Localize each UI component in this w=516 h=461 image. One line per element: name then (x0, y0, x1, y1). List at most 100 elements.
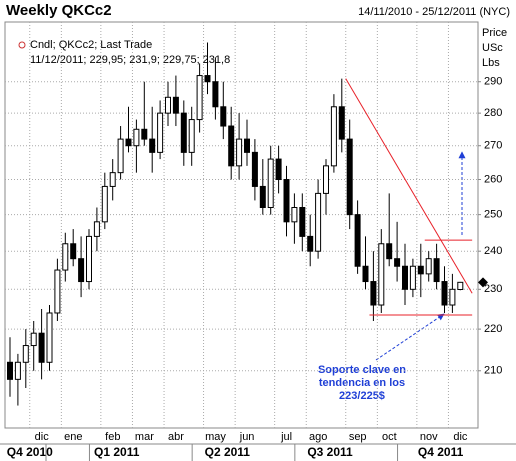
legend-line: Cndl; QKCc2; Last Trade (30, 39, 152, 51)
y-tick-label: 290 (484, 76, 502, 88)
x-tick-label: jul (280, 431, 292, 443)
x-tick-label: feb (105, 431, 120, 443)
candle-body (354, 214, 361, 267)
candle-body (22, 345, 29, 363)
trend-line (345, 78, 473, 294)
candle-body (275, 158, 282, 181)
y-tick-label: 240 (484, 245, 502, 257)
x-tick-label: abr (168, 431, 184, 443)
candle-body (141, 128, 148, 140)
x-tick-label: ago (309, 431, 327, 443)
candle-body (165, 96, 171, 114)
y-axis-label: Lbs (482, 57, 500, 69)
candle-body (180, 112, 187, 153)
candle-body (291, 207, 298, 223)
candle-body (62, 243, 69, 271)
candle-body (172, 96, 179, 114)
candle-body (109, 172, 116, 187)
legend-line: 11/12/2011; 229,95; 231,9; 229,75; 231,8 (30, 54, 230, 66)
candle-body (315, 192, 322, 252)
x-tick-label: sep (349, 431, 367, 443)
y-tick-label: 250 (484, 209, 502, 221)
candle-body (220, 106, 227, 127)
plot-frame (4, 21, 479, 429)
last-price-marker (478, 277, 488, 288)
candle-body (307, 235, 314, 252)
candle-body (196, 75, 203, 121)
candle-body (370, 281, 377, 306)
legend-icon (18, 41, 26, 49)
candle-body (78, 258, 85, 283)
x-tick-label: oct (382, 431, 397, 443)
quarter-label: Q4 2010 (7, 445, 53, 459)
x-tick-label: may (205, 431, 226, 443)
candle-body (283, 179, 290, 223)
candle-body (362, 265, 369, 283)
y-tick-label: 220 (484, 323, 502, 335)
candle-body (425, 258, 432, 275)
candle-body (330, 106, 337, 167)
candle-body (402, 265, 408, 290)
candle-body (30, 332, 37, 347)
quarter-label: Q1 2011 (94, 445, 140, 459)
date-range: 14/11/2010 - 25/12/2011 (NYC) (358, 6, 510, 18)
candle-body (212, 81, 219, 108)
x-tick-label: dic (35, 431, 50, 443)
candle-body (236, 138, 243, 167)
arrow (375, 313, 445, 361)
candle-body (133, 128, 140, 147)
candle-body (457, 281, 464, 291)
candle-body (101, 185, 108, 223)
x-tick-label: nov (420, 431, 438, 443)
candle-body (259, 185, 266, 209)
annotation: 223/225$ (339, 390, 385, 402)
candle-body (267, 158, 274, 209)
candle-body (149, 138, 156, 153)
y-tick-label: 270 (484, 140, 502, 152)
candle-body (125, 138, 132, 147)
candle-body (251, 151, 258, 187)
candle-body (417, 265, 424, 275)
y-axis-label: Price (482, 27, 507, 39)
candle-body (433, 258, 440, 283)
y-tick-label: 210 (484, 365, 502, 377)
y-axis-label: USc (482, 42, 503, 54)
candle-body (86, 235, 92, 283)
x-tick-label: jun (239, 431, 255, 443)
y-tick-label: 230 (484, 283, 502, 295)
x-tick-label: ene (64, 431, 82, 443)
candle-body (14, 361, 21, 380)
candle-body (409, 265, 416, 290)
candle-body (299, 207, 306, 237)
candle-body (204, 75, 211, 83)
quarter-label: Q4 2011 (418, 445, 464, 459)
candle-body (188, 119, 195, 153)
candle-body (394, 258, 401, 267)
candle-body (7, 361, 13, 380)
candle-body (54, 269, 61, 314)
quarter-label: Q2 2011 (205, 445, 251, 459)
x-tick-label: dic (453, 431, 468, 443)
candle-body (70, 243, 77, 260)
candle-body (338, 106, 345, 140)
candle-body (441, 281, 448, 306)
chart-title: Weekly QKCc2 (6, 2, 112, 19)
candle-body (386, 243, 393, 260)
candle-body (46, 312, 53, 363)
candle-body (323, 165, 329, 194)
candle-body (157, 112, 164, 153)
candle-body (93, 221, 100, 237)
candle-body (228, 125, 235, 167)
candle-body (38, 332, 45, 363)
candle-body (346, 138, 353, 216)
quarter-label: Q3 2011 (307, 445, 353, 459)
x-tick-label: mar (135, 431, 154, 443)
annotation: tendencia en los (319, 377, 405, 389)
candle-body (117, 138, 124, 174)
y-tick-label: 260 (484, 173, 502, 185)
candle-body (244, 138, 250, 153)
candle-body (378, 243, 385, 306)
candle-body (449, 288, 456, 306)
